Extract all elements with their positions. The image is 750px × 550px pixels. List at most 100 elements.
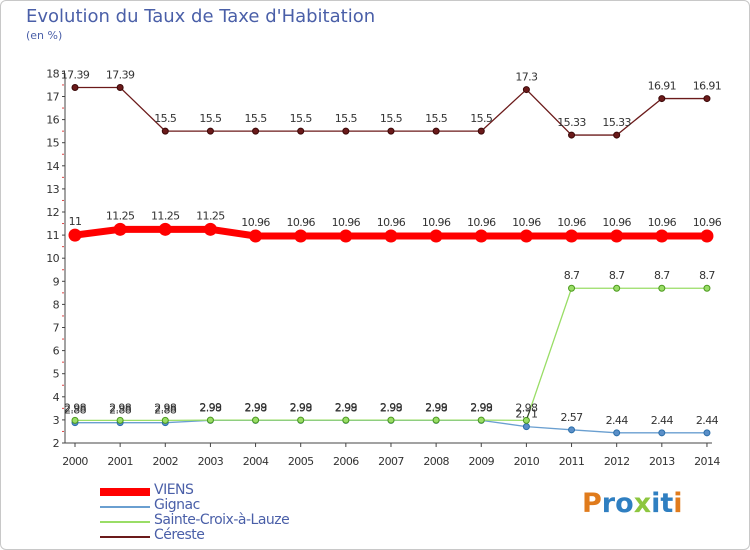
data-label-cereste: 17.39: [61, 68, 90, 81]
data-label-viens: 10.96: [512, 216, 541, 229]
logo-letter: i: [651, 488, 661, 519]
data-point-sainte-croix: [432, 416, 440, 424]
y-tick-label: 6: [53, 345, 60, 358]
data-point-sainte-croix: [342, 416, 350, 424]
y-tick-label: 16: [46, 114, 59, 127]
y-tick-label: 10: [46, 252, 59, 265]
data-label-sainte-croix: 2.98: [154, 401, 177, 414]
data-point-cereste: [71, 83, 79, 91]
y-tick-label: 4: [53, 391, 60, 404]
chart-title: Evolution du Taux de Taxe d'Habitation: [26, 6, 376, 27]
data-label-sainte-croix: 2.98: [515, 401, 538, 414]
data-label-sainte-croix: 8.7: [564, 269, 580, 282]
y-tick-label: 13: [46, 183, 59, 196]
data-point-cereste: [568, 131, 576, 139]
data-point-sainte-croix: [703, 284, 711, 292]
logo-letter: i: [673, 488, 683, 519]
data-point-sainte-croix: [206, 416, 214, 424]
data-point-sainte-croix: [71, 416, 79, 424]
x-tick-label: 2011: [559, 455, 585, 468]
data-point-gignac: [658, 429, 666, 437]
legend-swatch-gignac: [100, 506, 150, 508]
x-tick-label: 2012: [604, 455, 630, 468]
data-point-cereste: [342, 127, 350, 135]
data-point-gignac: [568, 426, 576, 434]
data-point-cereste: [161, 127, 169, 135]
data-label-cereste: 15.5: [335, 112, 358, 125]
data-point-cereste: [387, 127, 395, 135]
data-label-cereste: 16.91: [648, 80, 677, 93]
data-point-gignac: [522, 423, 530, 431]
data-label-viens: 10.96: [241, 216, 270, 229]
data-label-viens: 11: [69, 215, 82, 228]
data-label-gignac: 2.98: [470, 401, 493, 414]
logo-letter: x: [633, 488, 652, 519]
data-point-viens: [113, 222, 127, 236]
line-chart: 2 3 4 5 6 7 8 9 10 11 12 13 14 15 16 17 18 2000 2001 2002 20…: [46, 67, 722, 468]
data-label-cereste: 15.5: [245, 112, 268, 125]
data-point-viens: [610, 229, 624, 243]
data-point-sainte-croix: [252, 416, 260, 424]
data-point-cereste: [477, 127, 485, 135]
data-label-viens: 11.25: [196, 209, 225, 222]
data-label-sainte-croix: 2.99: [199, 401, 222, 414]
chart-subtitle: (en %): [26, 29, 63, 42]
data-point-sainte-croix: [613, 284, 621, 292]
data-label-viens: 10.96: [467, 216, 496, 229]
x-tick-label: 2007: [378, 455, 404, 468]
y-tick-label: 5: [53, 368, 60, 381]
data-label-viens: 10.96: [693, 216, 722, 229]
data-point-cereste: [297, 127, 305, 135]
data-label-viens: 10.96: [332, 216, 361, 229]
x-tick-label: 2008: [423, 455, 449, 468]
x-tick-label: 2010: [514, 455, 540, 468]
y-tick-label: 15: [46, 137, 59, 150]
legend-swatch-viens: [100, 488, 150, 496]
data-point-viens: [294, 229, 308, 243]
data-label-cereste: 15.5: [290, 112, 313, 125]
data-label-cereste: 16.91: [693, 80, 722, 93]
x-tick-label: 2014: [694, 455, 720, 468]
data-label-gignac: 2.98: [425, 401, 448, 414]
data-label-viens: 10.96: [377, 216, 406, 229]
data-point-viens: [384, 229, 398, 243]
y-tick-label: 9: [53, 275, 60, 288]
data-point-viens: [429, 229, 443, 243]
data-point-cereste: [522, 86, 530, 94]
data-label-cereste: 15.5: [380, 112, 403, 125]
data-point-sainte-croix: [568, 284, 576, 292]
legend-label-gignac: Gignac: [154, 497, 200, 513]
y-tick-label: 7: [53, 322, 60, 335]
y-tick-label: 2: [53, 437, 59, 450]
data-label-sainte-croix: 2.99: [335, 401, 358, 414]
y-tick-label: 11: [46, 229, 59, 242]
data-label-cereste: 17.3: [515, 71, 538, 84]
x-tick-label: 2004: [243, 455, 269, 468]
data-label-sainte-croix: 2.99: [425, 401, 448, 414]
data-label-cereste: 15.5: [199, 112, 222, 125]
x-tick-label: 2006: [333, 455, 359, 468]
data-label-cereste: 15.33: [602, 116, 631, 129]
proxiti-logo: Proxiti: [582, 488, 683, 519]
data-point-cereste: [252, 127, 260, 135]
data-label-gignac: 2.44: [651, 414, 674, 427]
data-label-gignac: 2.98: [335, 401, 358, 414]
data-point-viens: [249, 229, 263, 243]
y-tick-label: 12: [46, 206, 59, 219]
data-point-sainte-croix: [387, 416, 395, 424]
data-point-cereste: [206, 127, 214, 135]
data-label-gignac: 2.88: [154, 404, 177, 417]
data-label-sainte-croix: 8.7: [654, 269, 670, 282]
data-point-sainte-croix: [522, 416, 530, 424]
data-point-viens: [565, 229, 579, 243]
data-label-viens: 10.96: [557, 216, 586, 229]
data-label-gignac: 2.98: [290, 401, 313, 414]
data-point-cereste: [703, 95, 711, 103]
y-tick-label: 3: [53, 414, 60, 427]
data-label-cereste: 15.33: [557, 116, 586, 129]
data-point-viens: [158, 222, 172, 236]
data-point-gignac: [613, 429, 621, 437]
data-label-sainte-croix: 8.7: [609, 269, 625, 282]
data-point-cereste: [658, 95, 666, 103]
data-label-gignac: 2.71: [515, 408, 537, 421]
